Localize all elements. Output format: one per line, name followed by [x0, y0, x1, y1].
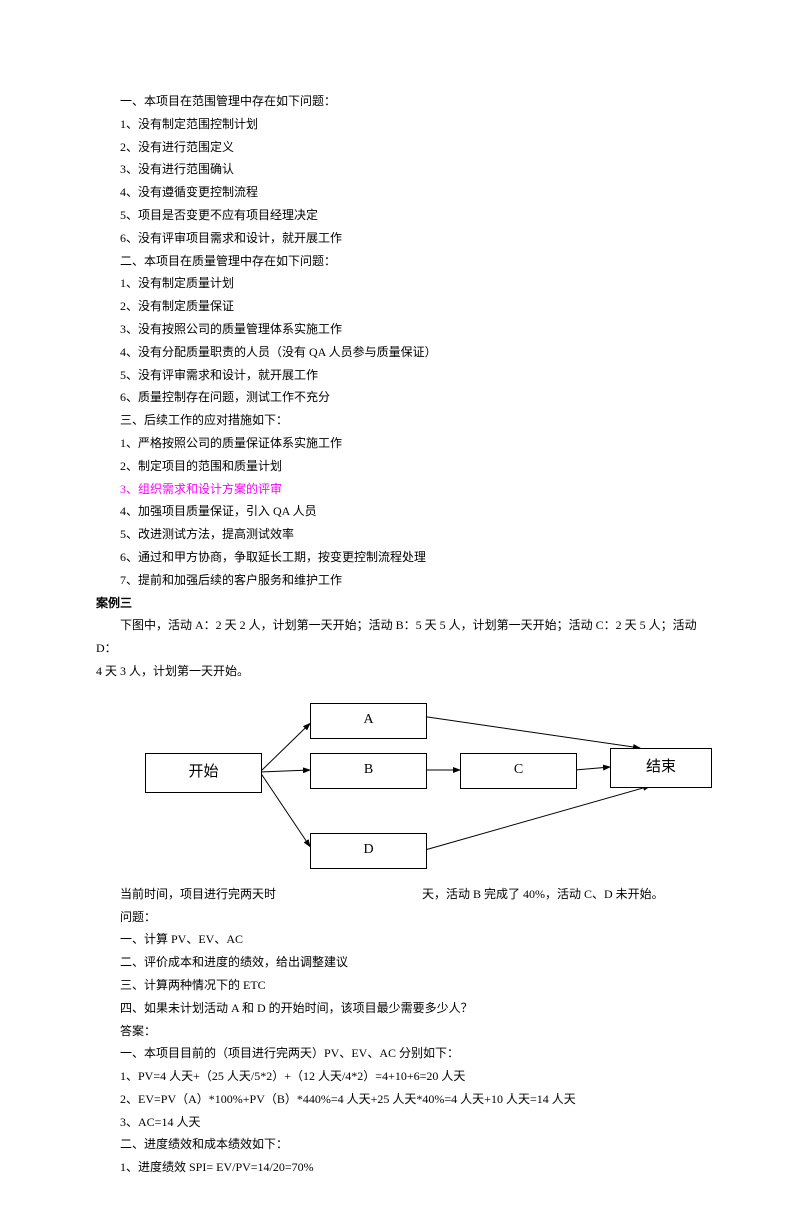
answers-heading: 答案：	[120, 1020, 713, 1043]
section2-item-3: 4、没有分配质量职责的人员（没有 QA 人员参与质量保证）	[120, 341, 713, 364]
section2-item-4: 5、没有评审需求和设计，就开展工作	[120, 364, 713, 387]
section1-item-1: 2、没有进行范围定义	[120, 136, 713, 159]
questions-heading: 问题：	[120, 906, 713, 929]
section2-item-0: 1、没有制定质量计划	[120, 272, 713, 295]
section3-highlighted: 3、组织需求和设计方案的评审	[120, 478, 713, 501]
node-C: C	[460, 753, 577, 789]
ans1-heading: 一、本项目目前的（项目进行完两天）PV、EV、AC 分别如下：	[120, 1042, 713, 1065]
section3-item-after-3: 7、提前和加强后续的客户服务和维护工作	[120, 569, 713, 592]
section1-item-3: 4、没有遵循变更控制流程	[120, 181, 713, 204]
section2-item-1: 2、没有制定质量保证	[120, 295, 713, 318]
section1-item-4: 5、项目是否变更不应有项目经理决定	[120, 204, 713, 227]
section3-item-after-2: 6、通过和甲方协商，争取延长工期，按变更控制流程处理	[120, 546, 713, 569]
node-start: 开始	[145, 753, 262, 793]
question-2: 三、计算两种情况下的 ETC	[120, 974, 713, 997]
section3-heading: 三、后续工作的应对措施如下：	[120, 409, 713, 432]
section1-item-2: 3、没有进行范围确认	[120, 158, 713, 181]
ans2-heading: 二、进度绩效和成本绩效如下：	[120, 1133, 713, 1156]
edge-D-end	[425, 786, 650, 850]
section3-item-1: 2、制定项目的范围和质量计划	[120, 455, 713, 478]
section3-item-after-1: 5、改进测试方法，提高测试效率	[120, 523, 713, 546]
edge-C-end	[575, 767, 610, 770]
case3-title: 案例三	[96, 592, 713, 615]
section2-heading: 二、本项目在质量管理中存在如下问题：	[120, 250, 713, 273]
edge-start-A	[260, 723, 310, 772]
section3-item-0: 1、严格按照公司的质量保证体系实施工作	[120, 432, 713, 455]
edge-start-B	[260, 770, 310, 772]
node-B: B	[310, 753, 427, 789]
edge-start-D	[260, 772, 310, 847]
ans1-item-2: 3、AC=14 人天	[120, 1111, 713, 1134]
ans1-item-0: 1、PV=4 人天+（25 人天/5*2）+（12 人天/4*2）=4+10+6…	[120, 1065, 713, 1088]
flowchart-diagram: 开始ABDC结束	[120, 693, 700, 883]
section2-item-2: 3、没有按照公司的质量管理体系实施工作	[120, 318, 713, 341]
node-end: 结束	[610, 748, 712, 788]
case3-intro-1: 下图中，活动 A：2 天 2 人，计划第一天开始；活动 B：5 天 5 人，计划…	[96, 614, 713, 660]
context-left: 当前时间，项目进行完两天时	[120, 887, 276, 901]
section1-item-5: 6、没有评审项目需求和设计，就开展工作	[120, 227, 713, 250]
question-3: 四、如果未计划活动 A 和 D 的开始时间，该项目最少需要多少人？	[120, 997, 713, 1020]
question-1: 二、评价成本和进度的绩效，给出调整建议	[120, 951, 713, 974]
context-line: 当前时间，项目进行完两天时 天，活动 B 完成了 40%，活动 C、D 未开始。	[120, 883, 713, 906]
node-A: A	[310, 703, 427, 739]
edge-A-end	[425, 716, 640, 747]
section2-item-5: 6、质量控制存在问题，测试工作不充分	[120, 386, 713, 409]
ans2-item-0: 1、进度绩效 SPI= EV/PV=14/20=70%	[120, 1156, 713, 1179]
section1-heading: 一、本项目在范围管理中存在如下问题：	[120, 90, 713, 113]
section3-item-after-0: 4、加强项目质量保证，引入 QA 人员	[120, 500, 713, 523]
section1-item-0: 1、没有制定范围控制计划	[120, 113, 713, 136]
context-right: 天，活动 B 完成了 40%，活动 C、D 未开始。	[422, 887, 664, 901]
ans1-item-1: 2、EV=PV（A）*100%+PV（B）*440%=4 人天+25 人天*40…	[120, 1088, 713, 1111]
case3-intro-2: 4 天 3 人，计划第一天开始。	[96, 660, 713, 683]
node-D: D	[310, 833, 427, 869]
question-0: 一、计算 PV、EV、AC	[120, 928, 713, 951]
